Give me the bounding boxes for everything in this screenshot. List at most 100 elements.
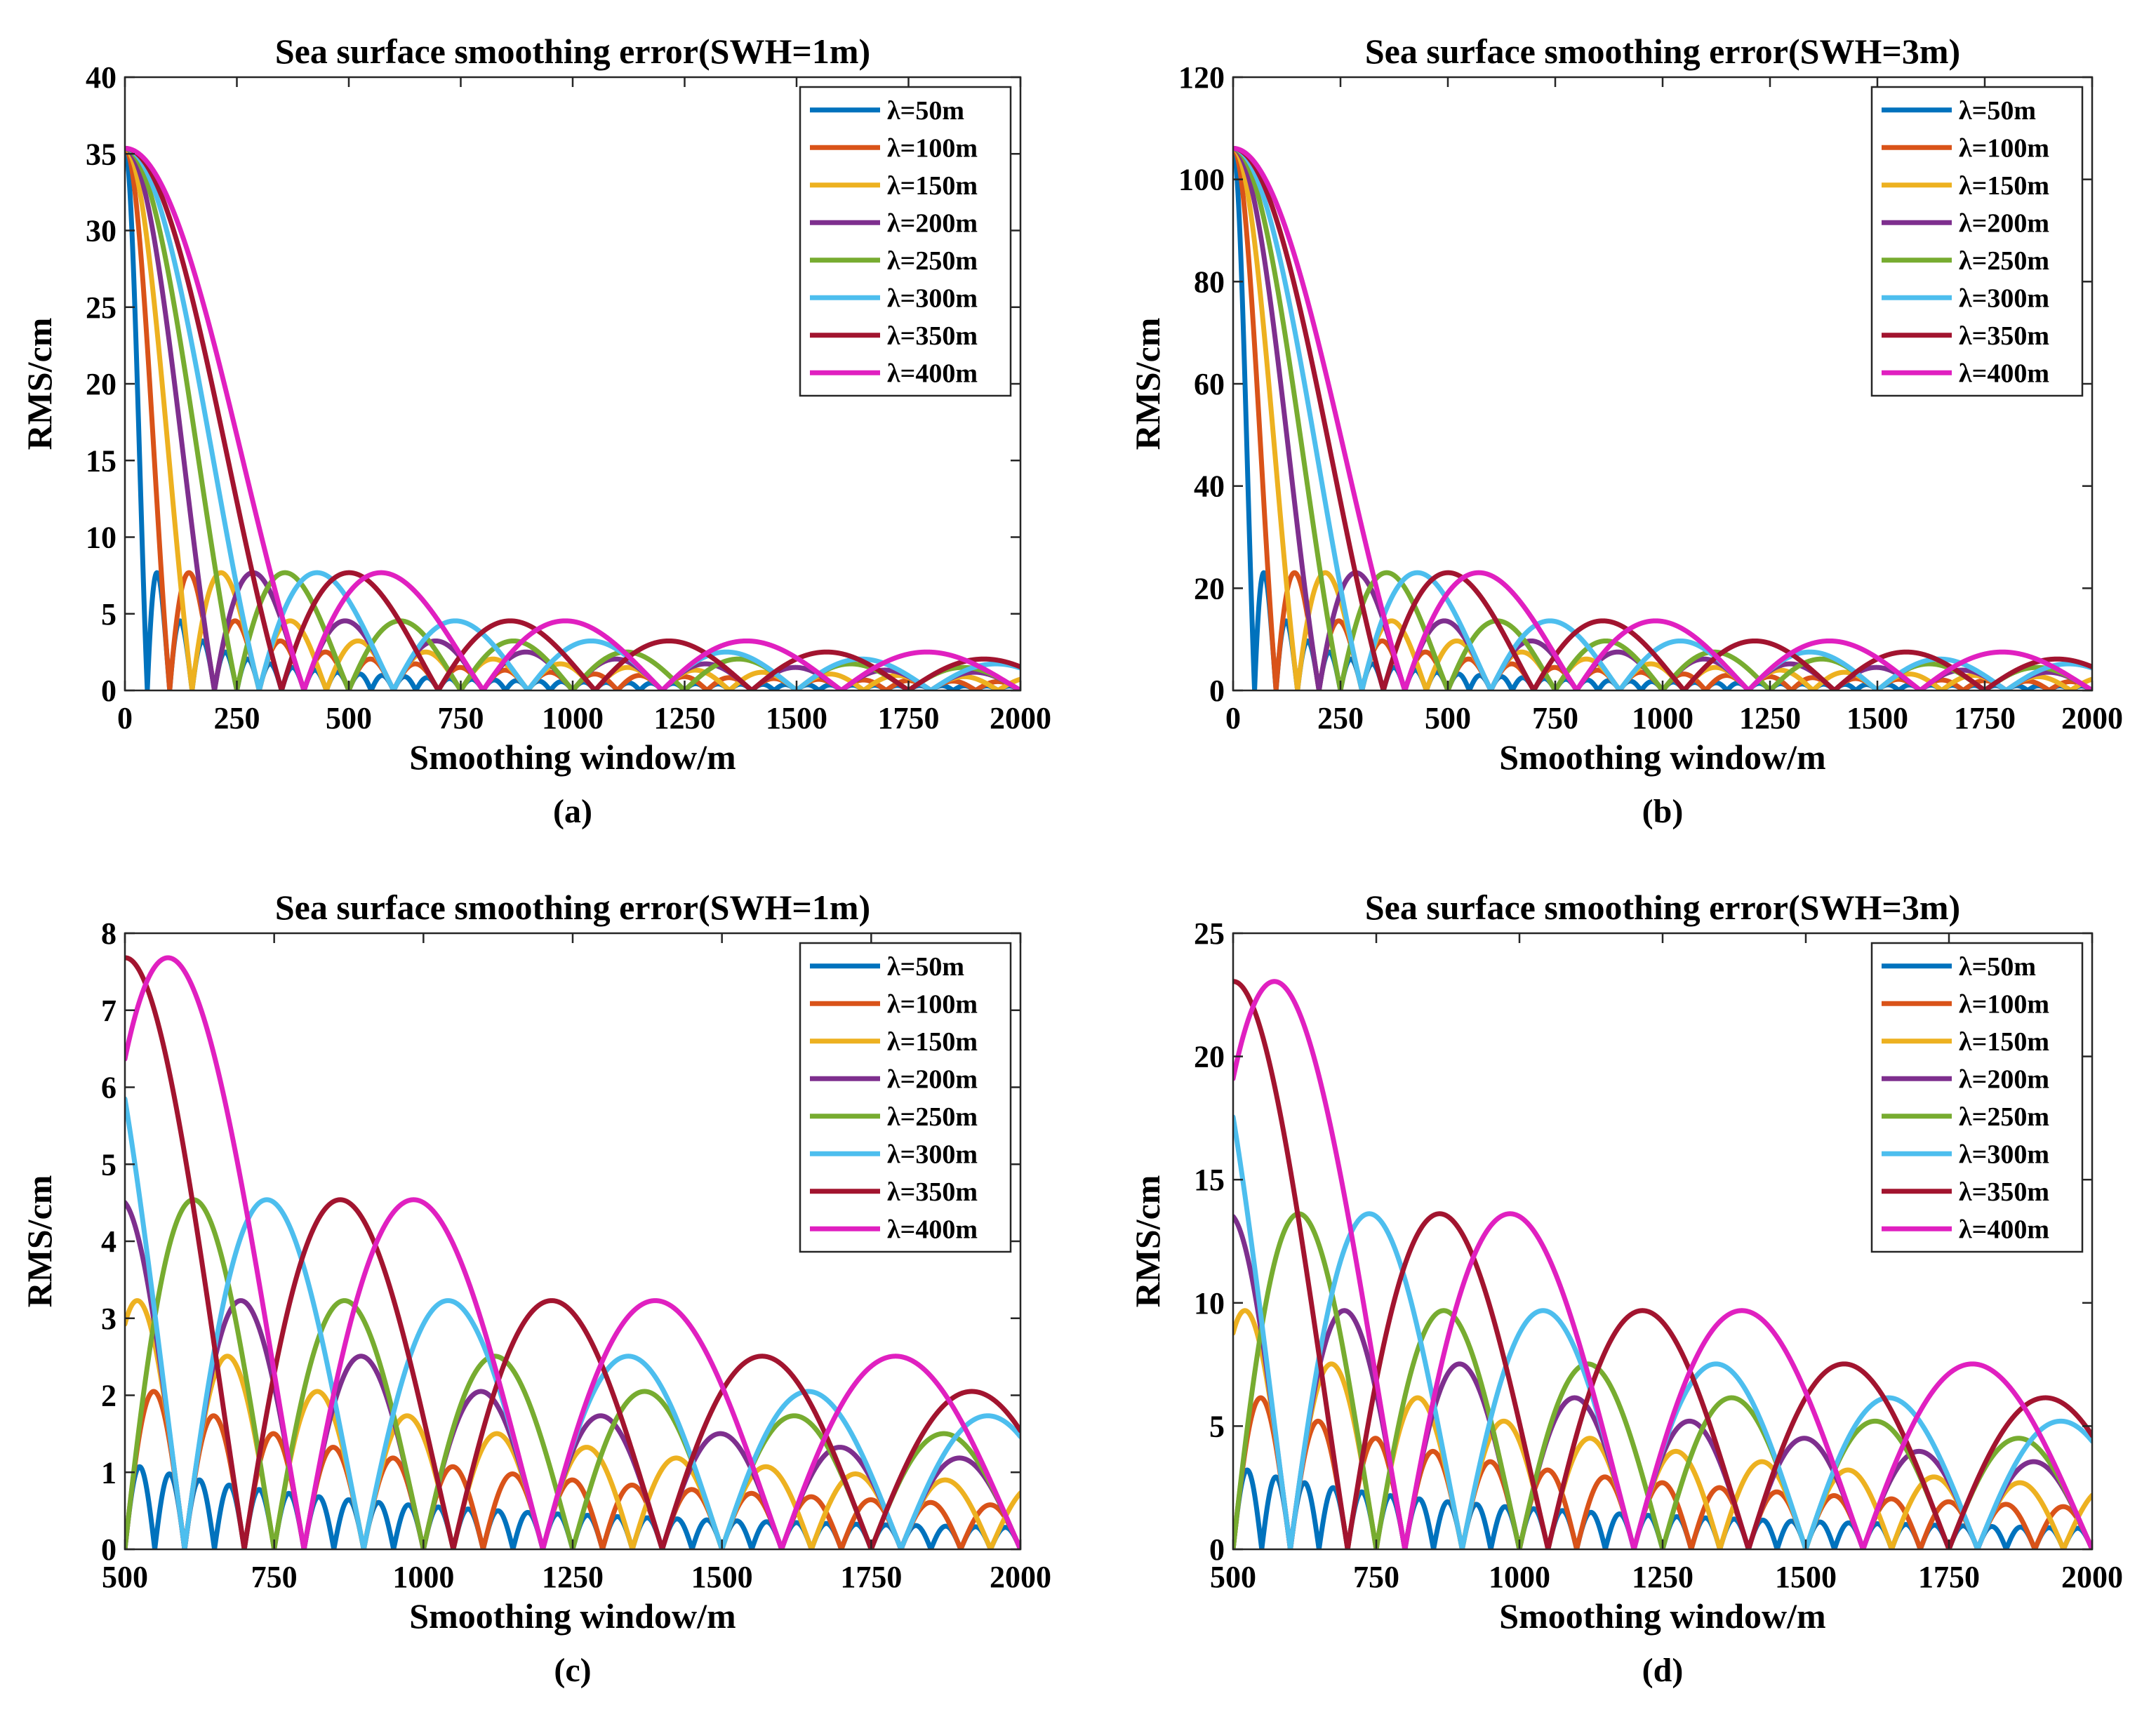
x-tick-label: 1750 <box>840 1560 902 1594</box>
series-line-lambda-400 <box>125 145 1020 690</box>
series-line-lambda-100 <box>125 1389 1020 1549</box>
y-tick-label: 20 <box>1194 1040 1225 1074</box>
legend-label: λ=300m <box>1959 283 2049 313</box>
x-tick-label: 0 <box>117 701 133 735</box>
series-lines <box>1233 145 2092 690</box>
y-tick-label: 5 <box>101 1147 117 1182</box>
legend-label: λ=150m <box>1959 1027 2049 1057</box>
y-axis-label: RMS/cm <box>20 318 59 450</box>
legend-label: λ=400m <box>1959 359 2049 388</box>
legend-label: λ=250m <box>887 1102 978 1132</box>
legend-label: λ=250m <box>1959 246 2049 276</box>
legend-label: λ=350m <box>1959 321 2049 351</box>
legend-label: λ=100m <box>1959 989 2049 1019</box>
x-tick-label: 1750 <box>1954 701 2016 735</box>
legend-label: λ=50m <box>1959 96 2036 126</box>
y-tick-label: 6 <box>101 1071 117 1105</box>
y-tick-label: 100 <box>1178 163 1225 197</box>
legend-label: λ=100m <box>887 133 978 163</box>
legend: λ=50m λ=100m λ=150m λ=200m λ=250m λ=300m λ=350… <box>799 86 1012 397</box>
y-tick-label: 30 <box>86 214 117 248</box>
x-tick-label: 750 <box>438 701 484 735</box>
y-tick-label: 0 <box>101 1532 117 1567</box>
series-line-lambda-200 <box>125 1200 1020 1549</box>
x-axis-label: Smoothing window/m <box>409 737 736 777</box>
legend-box <box>799 86 1012 397</box>
y-tick-label: 10 <box>1194 1286 1225 1321</box>
legend-label: λ=400m <box>887 1215 978 1244</box>
legend-label: λ=350m <box>1959 1177 2049 1207</box>
y-tick-label: 25 <box>86 290 117 325</box>
series-line-lambda-400 <box>125 955 1020 1549</box>
y-tick-label: 8 <box>101 916 117 951</box>
y-tick-label: 40 <box>1194 469 1225 504</box>
legend-label: λ=150m <box>887 1027 978 1057</box>
legend-label: λ=300m <box>1959 1140 2049 1169</box>
legend-label: λ=50m <box>887 96 964 126</box>
x-tick-label: 0 <box>1225 701 1241 735</box>
y-tick-label: 0 <box>101 674 117 708</box>
y-tick-label: 5 <box>101 597 117 632</box>
y-tick-label: 10 <box>86 521 117 555</box>
x-tick-label: 1500 <box>1846 701 1908 735</box>
series-line-lambda-400 <box>1233 979 2092 1549</box>
x-tick-label: 1500 <box>1775 1560 1837 1594</box>
legend-box <box>799 942 1012 1253</box>
x-tick-label: 500 <box>326 701 372 735</box>
series-line-lambda-150 <box>1233 1308 2092 1549</box>
legend-label: λ=250m <box>887 246 978 276</box>
x-tick-label: 250 <box>214 701 260 735</box>
series-lines <box>125 145 1020 690</box>
y-axis-label: RMS/cm <box>1128 318 1167 450</box>
legend-label: λ=250m <box>1959 1102 2049 1132</box>
x-tick-label: 2000 <box>2061 1560 2123 1594</box>
legend-label: λ=150m <box>887 171 978 201</box>
legend-label: λ=200m <box>887 1064 978 1094</box>
x-tick-label: 1000 <box>1489 1560 1550 1594</box>
series-lines <box>125 955 1020 1549</box>
panel-d: 500 750 1000 1250 1500 1750 2000 0 5 10 15 20 25 Sea … <box>1128 888 2123 1689</box>
x-tick-label: 750 <box>251 1560 298 1594</box>
y-tick-label: 4 <box>101 1224 117 1259</box>
legend-label: λ=300m <box>887 1140 978 1169</box>
legend-label: λ=300m <box>887 283 978 313</box>
y-tick-label: 0 <box>1209 674 1225 708</box>
chart-title: Sea surface smoothing error(SWH=3m) <box>1365 32 1960 71</box>
chart-title: Sea surface smoothing error(SWH=1m) <box>275 32 870 71</box>
legend-label: λ=350m <box>887 321 978 351</box>
x-tick-label: 500 <box>1210 1560 1256 1594</box>
y-tick-label: 25 <box>1194 916 1225 951</box>
y-tick-label: 20 <box>86 367 117 401</box>
legend-label: λ=200m <box>1959 208 2049 238</box>
x-tick-label: 750 <box>1353 1560 1399 1594</box>
legend-label: λ=50m <box>887 952 964 982</box>
x-tick-label: 2000 <box>990 701 1051 735</box>
x-tick-label: 1250 <box>1632 1560 1693 1594</box>
x-tick-label: 1750 <box>1918 1560 1980 1594</box>
series-line-lambda-150 <box>125 1298 1020 1549</box>
x-tick-label: 1000 <box>542 701 604 735</box>
x-tick-label: 2000 <box>2061 701 2123 735</box>
x-tick-label: 2000 <box>990 1560 1051 1594</box>
x-tick-label: 500 <box>1425 701 1471 735</box>
panel-caption: (b) <box>1642 793 1684 830</box>
legend-label: λ=400m <box>887 359 978 388</box>
x-axis-label: Smoothing window/m <box>1499 1596 1825 1636</box>
series-line-lambda-350 <box>1233 145 2092 690</box>
legend-label: λ=100m <box>1959 133 2049 163</box>
x-tick-label: 500 <box>102 1560 148 1594</box>
x-axis-label: Smoothing window/m <box>409 1596 736 1636</box>
y-tick-label: 80 <box>1194 265 1225 299</box>
x-tick-label: 1250 <box>1739 701 1801 735</box>
legend: λ=50m λ=100m λ=150m λ=200m λ=250m λ=300m λ=350… <box>799 942 1012 1253</box>
y-tick-label: 1 <box>101 1455 117 1490</box>
series-line-lambda-400 <box>1233 145 2092 690</box>
y-tick-label: 3 <box>101 1302 117 1336</box>
legend-box <box>1870 942 2084 1253</box>
y-tick-label: 7 <box>101 994 117 1028</box>
panel-caption: (c) <box>554 1652 591 1689</box>
x-axis-label: Smoothing window/m <box>1499 737 1825 777</box>
legend: λ=50m λ=100m λ=150m λ=200m λ=250m λ=300m λ=350… <box>1870 942 2084 1253</box>
x-tick-label: 1000 <box>1632 701 1693 735</box>
